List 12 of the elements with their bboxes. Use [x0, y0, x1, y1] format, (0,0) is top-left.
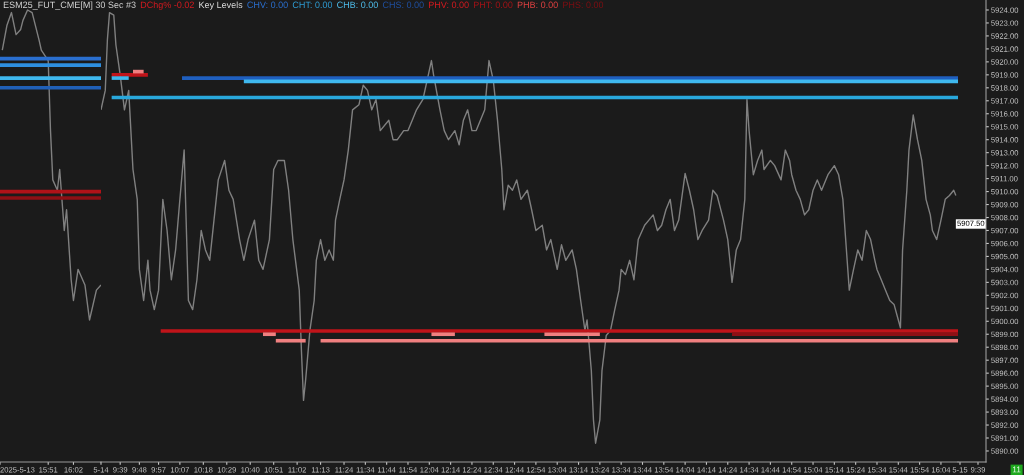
annotation: CHS: 0.00	[382, 1, 424, 9]
annotation: CHV: 0.00	[247, 1, 288, 9]
annotation: PHB: 0.00	[517, 1, 558, 9]
annotation: PHS: 0.00	[563, 1, 604, 9]
annotation: CHB: 0.00	[337, 1, 378, 9]
annotation: PHV: 0.00	[429, 1, 469, 9]
annotation: PHT: 0.00	[473, 1, 513, 9]
annotation: Key Levels	[199, 1, 243, 10]
text: 11	[1012, 466, 1021, 473]
annotation: CHT: 0.00	[292, 1, 333, 9]
annotation: DChg% -0.02	[140, 1, 194, 10]
chart-title: ESM25_FUT_CME[M] 30 Sec #3	[3, 1, 136, 10]
